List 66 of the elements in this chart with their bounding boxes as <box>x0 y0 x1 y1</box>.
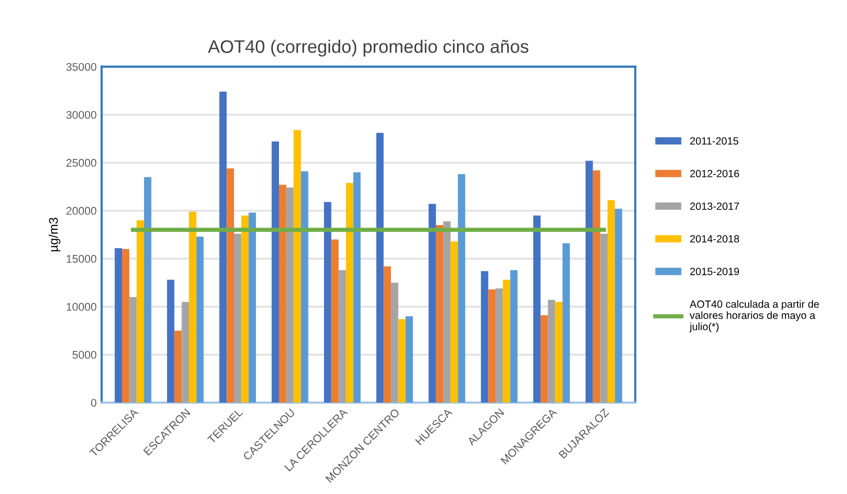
legend-label: 2011-2015 <box>690 137 738 145</box>
bar <box>324 202 332 403</box>
y-tick-label: 35000 <box>66 62 96 71</box>
bar <box>234 234 242 403</box>
legend-label: 2015-2019 <box>690 268 739 276</box>
bar <box>510 270 518 403</box>
bar <box>586 160 593 403</box>
bar <box>167 280 174 403</box>
y-axis-title: µg/m3 <box>48 218 60 252</box>
bar <box>174 330 182 403</box>
bar <box>406 316 413 403</box>
bar <box>480 271 488 403</box>
bar <box>189 212 196 403</box>
bar <box>390 282 398 403</box>
bar <box>443 221 451 403</box>
bar <box>129 297 137 403</box>
bar <box>248 212 256 403</box>
bar <box>600 234 608 403</box>
bar <box>278 184 286 403</box>
bar <box>458 174 466 403</box>
bar <box>114 248 122 403</box>
bar <box>548 300 556 403</box>
y-tick-label: 5000 <box>72 350 96 359</box>
bar <box>428 204 436 403</box>
bar <box>540 315 548 403</box>
bar <box>436 225 444 403</box>
legend-label: 2012-2016 <box>690 170 740 178</box>
bar <box>488 289 496 403</box>
bar <box>182 302 190 403</box>
bar <box>533 215 541 403</box>
bar <box>331 239 339 403</box>
bar <box>286 188 294 403</box>
bar <box>384 266 391 403</box>
y-tick-label: 10000 <box>66 302 96 311</box>
bar <box>502 280 510 403</box>
bar <box>136 220 144 403</box>
y-tick-label: 25000 <box>66 158 96 167</box>
y-tick-label: 0 <box>91 398 96 407</box>
bar <box>294 130 301 403</box>
y-tick-label: 15000 <box>66 254 96 263</box>
legend-label: AOT40 calculada a partir de valores horarios de mayo a julio(*) <box>689 300 819 332</box>
bar <box>608 200 615 403</box>
bar <box>122 249 130 403</box>
bar <box>353 172 361 403</box>
bar <box>614 208 622 403</box>
bar <box>496 288 503 403</box>
bar <box>219 92 227 403</box>
bar <box>346 182 354 403</box>
bar <box>144 177 152 403</box>
bar <box>241 215 249 403</box>
bar <box>226 168 234 403</box>
bar <box>398 319 406 403</box>
bar <box>555 302 563 403</box>
bar <box>562 243 570 403</box>
chart-title: AOT40 (corregido) promedio cinco años <box>208 40 528 57</box>
bar <box>272 142 279 403</box>
bar <box>196 236 204 403</box>
bar <box>376 132 384 403</box>
bar <box>338 270 346 403</box>
bar <box>450 241 458 403</box>
bar <box>300 171 308 403</box>
bar <box>592 170 600 403</box>
legend-label: 2013-2017 <box>690 202 739 210</box>
y-tick-label: 30000 <box>66 110 96 119</box>
y-tick-label: 20000 <box>66 206 96 215</box>
legend-label: 2014-2018 <box>690 235 740 243</box>
